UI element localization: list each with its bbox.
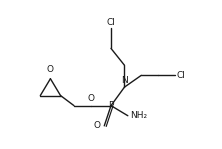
Text: N: N: [121, 76, 128, 85]
Text: O: O: [87, 94, 94, 103]
Text: O: O: [94, 121, 101, 130]
Text: Cl: Cl: [177, 71, 186, 80]
Text: Cl: Cl: [107, 18, 115, 27]
Text: O: O: [47, 66, 54, 74]
Text: P: P: [108, 101, 114, 110]
Text: NH₂: NH₂: [130, 111, 147, 120]
